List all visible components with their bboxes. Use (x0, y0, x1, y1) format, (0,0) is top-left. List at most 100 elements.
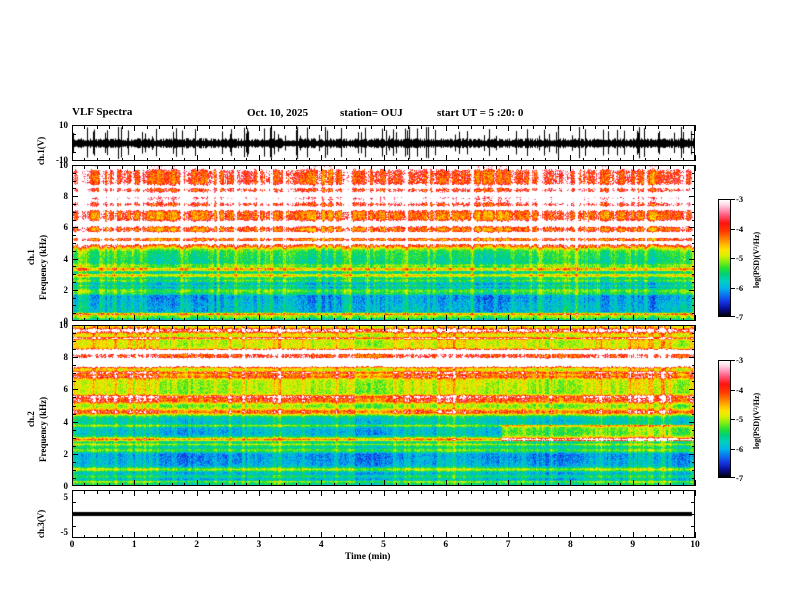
axis-tick (146, 534, 148, 538)
axis-tick (483, 482, 485, 486)
axis-tick (321, 125, 323, 131)
axis-tick (109, 325, 111, 329)
axis-tick (271, 534, 273, 538)
ch2-spectrogram-canvas (73, 326, 694, 485)
ch1-waveform-canvas (73, 126, 694, 160)
axis-tick (691, 204, 695, 205)
axis-tick (258, 165, 260, 171)
axis-tick (246, 482, 248, 486)
axis-tick (520, 157, 522, 161)
axis-tick (607, 482, 609, 486)
ch1-voltage-axis-label: ch.1(V) (36, 136, 46, 165)
ch1-colorbar-tick (731, 316, 735, 317)
ch1-colorbar-label-neg7: -7 (736, 312, 744, 322)
axis-tick (691, 381, 695, 383)
axis-tick (72, 469, 76, 471)
ch3-ytick-5: 5 (63, 492, 69, 502)
axis-tick (171, 325, 173, 329)
axis-tick (171, 165, 173, 169)
axis-tick (657, 482, 659, 486)
axis-tick (258, 490, 260, 496)
axis-tick (321, 165, 323, 171)
axis-tick (495, 317, 497, 321)
axis-tick (121, 165, 123, 169)
ch1-colorbar (718, 199, 731, 317)
axis-tick (545, 534, 547, 538)
axis-tick (134, 165, 136, 171)
axis-tick (121, 490, 123, 494)
axis-tick (72, 227, 78, 229)
axis-tick (657, 534, 659, 538)
axis-tick (109, 125, 111, 129)
axis-tick (695, 155, 696, 161)
axis-tick (691, 188, 695, 190)
axis-tick (184, 482, 186, 486)
axis-tick (159, 165, 161, 169)
axis-tick (508, 325, 510, 331)
axis-tick (570, 490, 572, 496)
axis-tick (632, 315, 634, 321)
axis-tick (72, 219, 76, 221)
ch1-spectrogram-canvas (73, 166, 694, 320)
axis-tick (246, 157, 248, 161)
axis-tick (657, 490, 659, 494)
axis-tick (358, 325, 360, 329)
axis-tick (395, 534, 397, 538)
axis-tick (458, 482, 460, 486)
axis-tick (146, 317, 148, 321)
axis-tick (72, 373, 76, 375)
axis-tick (72, 437, 76, 439)
axis-tick (72, 172, 76, 174)
axis-tick (508, 490, 510, 496)
axis-tick (495, 325, 497, 329)
axis-tick (72, 514, 76, 515)
axis-tick (408, 125, 410, 129)
xtick-label-8: 8 (568, 540, 573, 550)
ch1-colorbar-label-neg3: -3 (736, 194, 744, 204)
axis-tick (159, 317, 161, 321)
axis-tick (632, 480, 634, 486)
xtick-label-1: 1 (131, 540, 137, 550)
axis-tick (333, 534, 335, 538)
ch1-colorbar-label-neg4: -4 (736, 223, 744, 234)
axis-tick (557, 157, 559, 161)
axis-tick (691, 341, 695, 343)
axis-tick (209, 125, 211, 129)
axis-tick (433, 325, 435, 329)
axis-tick (246, 534, 248, 538)
axis-tick (233, 317, 235, 321)
axis-tick (134, 125, 136, 131)
axis-tick (483, 165, 485, 169)
axis-tick (171, 317, 173, 321)
axis-tick (209, 490, 211, 494)
axis-tick (308, 165, 310, 169)
axis-tick (84, 125, 86, 129)
axis-tick (271, 165, 273, 169)
axis-tick (121, 534, 123, 538)
axis-tick (420, 325, 422, 329)
axis-tick (508, 165, 510, 171)
axis-tick (557, 325, 559, 329)
axis-tick (159, 125, 161, 129)
axis-tick (545, 125, 547, 129)
axis-tick (595, 157, 597, 161)
axis-tick (545, 165, 547, 169)
axis-tick (689, 289, 695, 291)
axis-tick (607, 325, 609, 329)
axis-tick (470, 125, 472, 129)
xtick-label-10: 10 (690, 540, 700, 550)
axis-tick (121, 317, 123, 321)
axis-tick (209, 157, 211, 161)
ytick-label-1-10: 10 (59, 160, 68, 170)
axis-tick (233, 165, 235, 169)
axis-tick (445, 125, 447, 131)
ytick-label-2-0: 0 (63, 481, 69, 491)
axis-tick (689, 196, 695, 198)
axis-tick (321, 155, 323, 161)
axis-tick (570, 315, 572, 321)
axis-tick (96, 325, 98, 329)
axis-tick (171, 534, 173, 538)
axis-tick (84, 317, 86, 321)
axis-tick (258, 155, 260, 161)
ch1-colorbar-tick (731, 228, 735, 230)
